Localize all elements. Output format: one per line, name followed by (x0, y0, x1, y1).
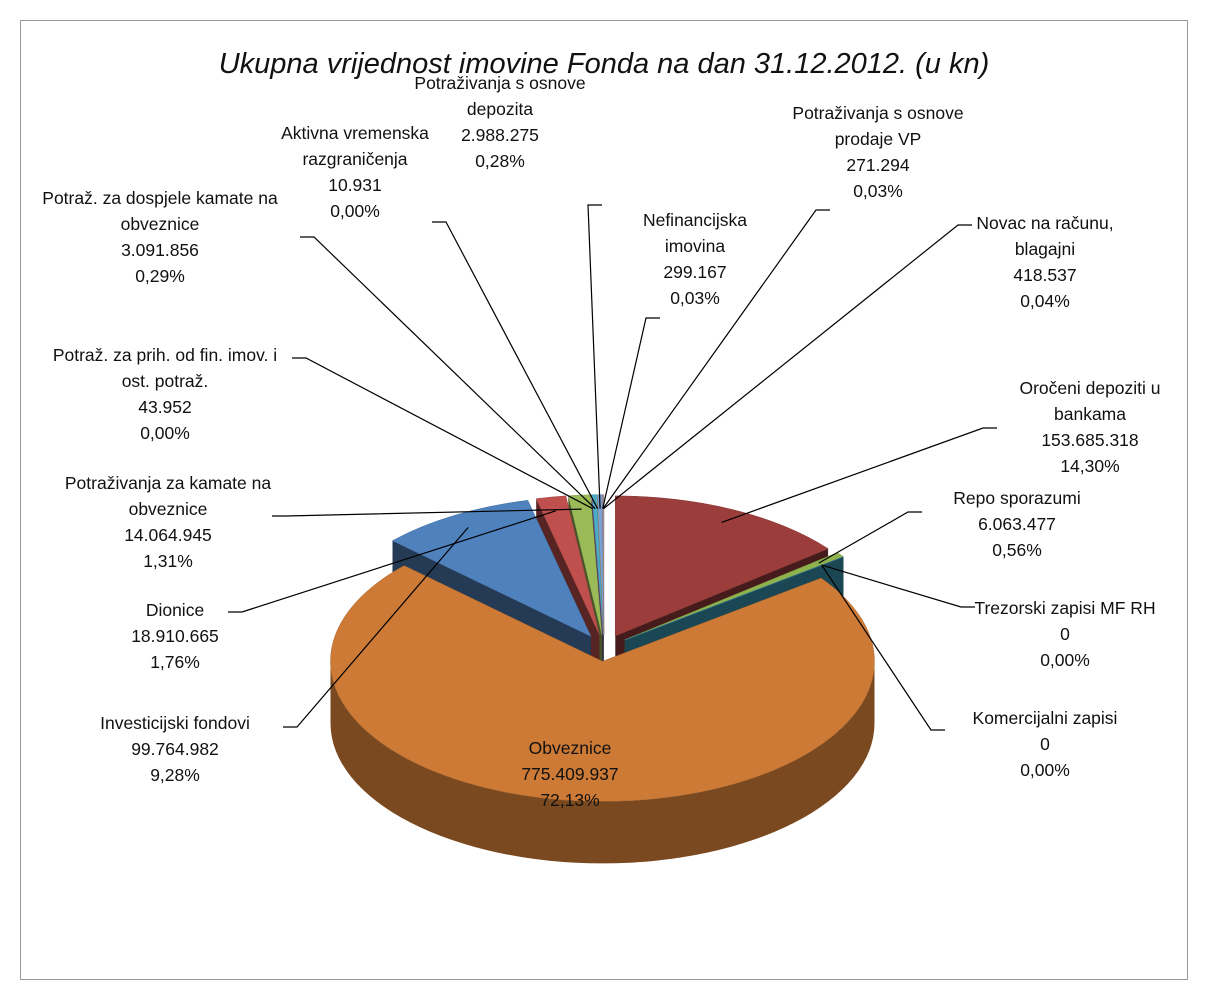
label-category: Aktivna vremenska razgraničenja (281, 123, 429, 169)
leader-line (272, 508, 582, 517)
label-category: Nefinancijska imovina (642, 210, 748, 256)
data-label: Potraživanja za kamate na obveznice 14.06… (53, 470, 283, 574)
label-value: 43.952 (138, 397, 192, 417)
slice (591, 494, 604, 635)
data-label: Repo sporazumi 6.063.477 0,56% (932, 485, 1102, 563)
label-category: Potraživanja s osnove depozita (414, 73, 586, 119)
label-value: 418.537 (1013, 265, 1077, 285)
label-category: Investicijski fondovi (100, 713, 250, 733)
label-percent: 0,29% (135, 266, 185, 286)
label-value: 2.988.275 (461, 125, 539, 145)
label-category: Potraž. za prih. od fin. imov. i ost. po… (52, 345, 278, 391)
label-percent: 0,00% (140, 423, 190, 443)
leader-line (292, 357, 594, 510)
data-label: Potraž. za dospjele kamate na obveznice 3… (38, 185, 283, 289)
label-category: Dionice (145, 600, 205, 620)
label-category: Komercijalni zapisi (972, 708, 1118, 728)
leader-line (821, 564, 975, 608)
label-percent: 0,03% (670, 288, 720, 308)
label-percent: 0,04% (1020, 291, 1070, 311)
data-label: Novac na računu, blagajni 418.537 0,04% (960, 210, 1130, 314)
data-label: Oročeni depoziti u bankama 153.685.318 14,… (1000, 375, 1180, 479)
label-percent: 0,00% (1020, 760, 1070, 780)
slice-side (330, 661, 875, 864)
label-value: 775.409.937 (521, 764, 619, 784)
leader-line (821, 564, 945, 731)
slice (596, 494, 604, 635)
label-category: Potraživanja za kamate na obveznice (64, 473, 272, 519)
leader-line (587, 204, 602, 509)
chart-title: Ukupna vrijednost imovine Fonda na dan 3… (218, 48, 990, 80)
label-percent: 72,13% (540, 790, 600, 810)
label-percent: 0,00% (330, 201, 380, 221)
label-value: 18.910.665 (131, 626, 219, 646)
data-label: Komercijalni zapisi 0 0,00% (945, 705, 1145, 783)
data-label: Potraživanja s osnove prodaje VP 271.294 0… (763, 100, 993, 204)
label-percent: 0,03% (853, 181, 903, 201)
data-label: Potraživanja s osnove depozita 2.988.275 0… (398, 70, 603, 174)
leader-line (721, 427, 997, 523)
label-percent: 0,28% (475, 151, 525, 171)
label-category: Trezorski zapisi MF RH (974, 598, 1156, 618)
label-value: 299.167 (663, 262, 727, 282)
label-category: Novac na računu, blagajni (976, 213, 1114, 259)
leader-line (603, 224, 972, 510)
label-category: Potraživanja s osnove prodaje VP (792, 103, 964, 149)
slice (330, 565, 875, 802)
leader-line (228, 510, 556, 613)
data-label: Potraž. za prih. od fin. imov. i ost. po… (50, 342, 280, 446)
leader-line (818, 511, 922, 564)
label-percent: 14,30% (1060, 456, 1120, 476)
label-percent: 0,56% (992, 540, 1042, 560)
label-value: 99.764.982 (131, 739, 219, 759)
data-label: Obveznice 775.409.937 72,13% (470, 735, 670, 813)
data-label: Aktivna vremenska razgraničenja 10.931 0,0… (265, 120, 445, 224)
label-value: 14.064.945 (124, 525, 212, 545)
leader-line (432, 221, 599, 509)
label-value: 10.931 (328, 175, 382, 195)
slice (391, 500, 592, 637)
label-value: 6.063.477 (978, 514, 1056, 534)
slice (624, 556, 844, 641)
slice (615, 495, 829, 637)
data-label: Investicijski fondovi 99.764.982 9,28% (60, 710, 290, 788)
data-label: Nefinancijska imovina 299.167 0,03% (625, 207, 765, 311)
data-label: Dionice 18.910.665 1,76% (75, 597, 275, 675)
label-percent: 1,31% (143, 551, 193, 571)
label-category: Obveznice (528, 738, 612, 758)
label-percent: 0,00% (1040, 650, 1090, 670)
leader-line (300, 236, 596, 510)
leader-line (602, 209, 830, 509)
slice (535, 495, 600, 635)
leader-line (283, 527, 469, 728)
label-value: 0 (1040, 734, 1050, 754)
label-percent: 9,28% (150, 765, 200, 785)
label-value: 153.685.318 (1041, 430, 1139, 450)
label-value: 3.091.856 (121, 240, 199, 260)
label-category: Oročeni depoziti u bankama (1019, 378, 1161, 424)
data-label: Trezorski zapisi MF RH 0 0,00% (965, 595, 1165, 673)
label-category: Potraž. za dospjele kamate na obveznice (42, 188, 278, 234)
label-value: 271.294 (846, 155, 910, 175)
leader-line (602, 317, 660, 509)
label-value: 0 (1060, 624, 1070, 644)
label-percent: 1,76% (150, 652, 200, 672)
label-category: Repo sporazumi (953, 488, 1081, 508)
